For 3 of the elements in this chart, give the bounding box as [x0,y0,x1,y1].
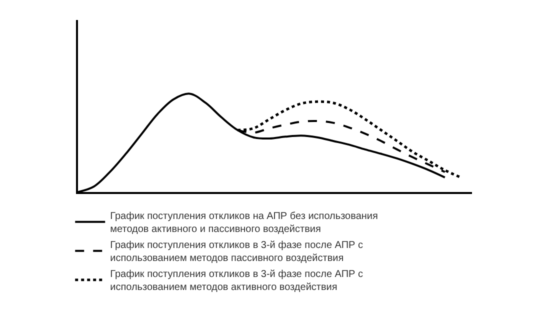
legend-label: График поступления откликов в 3-й фазе после АПР с использованием методов пассивного воздействия [110,240,364,264]
legend-label: График поступления откликов на АПР без использования методов активного и пассивного воздействия [110,211,378,236]
legend-label: График поступления откликов в 3-й фазе после АПР с использованием методов активного воздействия [110,269,364,294]
